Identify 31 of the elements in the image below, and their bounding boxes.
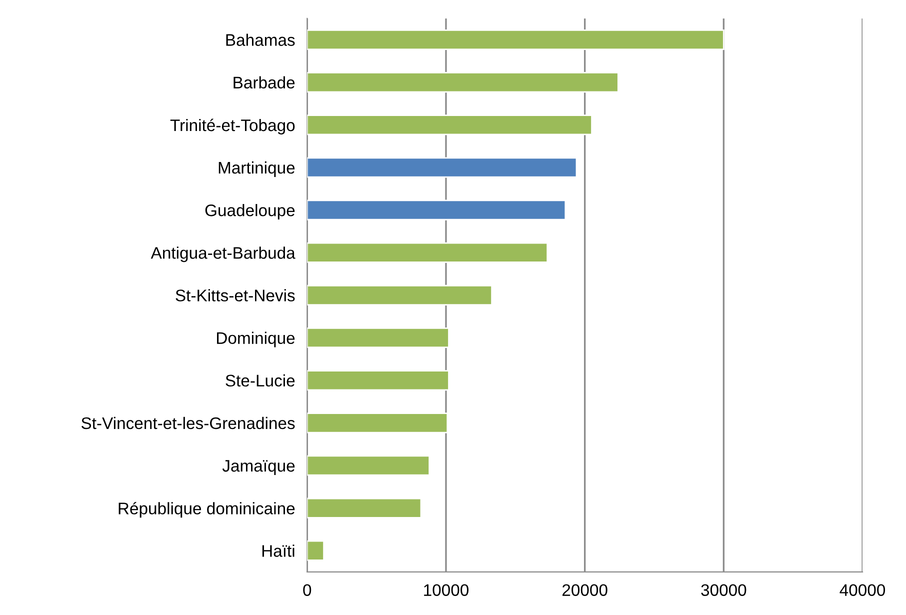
y-tick-label: St-Vincent-et-les-Grenadines [81, 416, 295, 430]
y-tick-label: Antigua-et-Barbuda [150, 246, 296, 262]
bar [307, 455, 430, 476]
bar [307, 328, 450, 348]
bar [307, 498, 422, 518]
bar [307, 72, 619, 93]
y-tick-label: Ste-Lucie [226, 374, 295, 387]
x-tick-label: 0 [303, 584, 312, 596]
x-tick-label: 40000 [840, 584, 886, 596]
x-tick-label: 10000 [424, 584, 468, 596]
bar [307, 242, 548, 263]
y-tick-label: République dominicaine [118, 502, 295, 518]
bar [307, 200, 566, 220]
bar [307, 284, 492, 306]
y-tick-label: St-Kitts-et-Nevis [176, 289, 295, 302]
bar [307, 157, 578, 178]
bar [307, 29, 724, 50]
x-tick-label: 30000 [701, 584, 746, 596]
bar [307, 412, 448, 434]
y-tick-label: Bahamas [226, 34, 295, 46]
y-tick-label: Guadeloupe [205, 204, 295, 220]
bar [307, 114, 592, 136]
y-tick-label: Jamaïque [222, 460, 295, 476]
y-tick-label: Martinique [218, 161, 295, 177]
bar [307, 540, 324, 561]
y-tick-label: Barbade [234, 76, 295, 89]
y-tick-label: Trinité-et-Tobago [170, 118, 295, 134]
x-tick-label: 20000 [562, 584, 608, 596]
bar [307, 370, 450, 391]
y-tick-label: Dominique [217, 332, 295, 348]
y-tick-label: Haïti [262, 544, 294, 557]
